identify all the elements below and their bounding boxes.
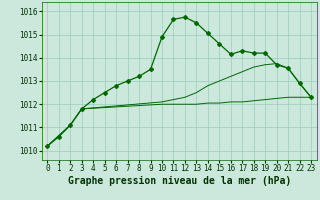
X-axis label: Graphe pression niveau de la mer (hPa): Graphe pression niveau de la mer (hPa) — [68, 176, 291, 186]
